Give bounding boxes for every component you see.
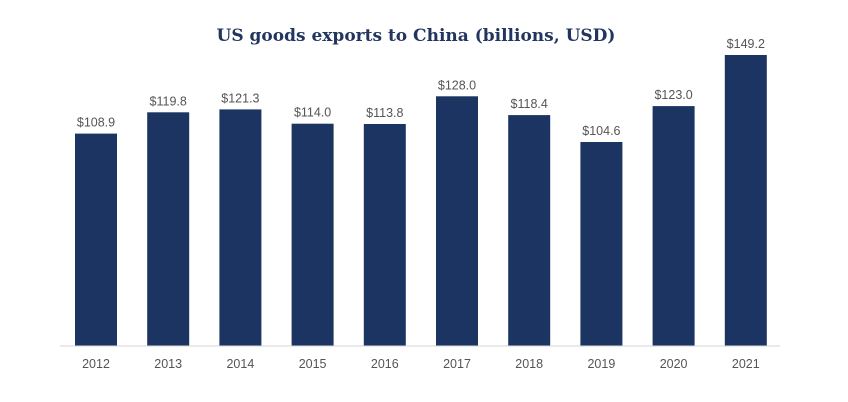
bar-2021 xyxy=(724,55,767,346)
data-label-2015: $114.0 xyxy=(294,106,331,120)
x-tick-label-2012: 2012 xyxy=(82,357,110,371)
data-label-2016: $113.8 xyxy=(366,106,403,120)
bar-2016 xyxy=(363,124,406,346)
x-tick-label-2020: 2020 xyxy=(660,357,688,371)
value-labels-group: $108.9 $119.8 $121.3 $114.0 $113.8 $128.0 $118… xyxy=(77,37,765,138)
data-label-2018: $118.4 xyxy=(511,97,548,111)
x-tick-label-2013: 2013 xyxy=(154,357,182,371)
data-label-2021: $149.2 xyxy=(727,37,765,51)
bars-group xyxy=(75,55,767,347)
data-label-2017: $128.0 xyxy=(438,78,476,92)
x-tick-labels-group: 2012 2013 2014 2015 2016 2017 2018 2019 2020 2021 xyxy=(82,357,760,371)
x-tick-label-2021: 2021 xyxy=(732,357,760,371)
x-tick-label-2014: 2014 xyxy=(226,357,254,371)
bar-2018 xyxy=(508,115,551,346)
bar-2017 xyxy=(436,96,478,346)
data-label-2019: $104.6 xyxy=(582,124,620,138)
bar-2013 xyxy=(147,112,190,346)
bar-2019 xyxy=(580,142,623,346)
chart-title: US goods exports to China (billions, USD… xyxy=(217,26,616,46)
bar-2020 xyxy=(652,106,695,346)
data-label-2013: $119.8 xyxy=(150,94,187,108)
x-tick-label-2015: 2015 xyxy=(299,357,327,371)
bar-2012 xyxy=(75,133,117,346)
x-tick-label-2019: 2019 xyxy=(587,357,615,371)
data-label-2020: $123.0 xyxy=(654,88,692,102)
x-tick-label-2016: 2016 xyxy=(371,357,399,371)
x-tick-label-2018: 2018 xyxy=(515,357,543,371)
bar-2015 xyxy=(291,123,334,346)
data-label-2014: $121.3 xyxy=(221,91,259,105)
data-label-2012: $108.9 xyxy=(77,116,115,130)
x-tick-label-2017: 2017 xyxy=(443,357,471,371)
bar-2014 xyxy=(219,109,262,347)
